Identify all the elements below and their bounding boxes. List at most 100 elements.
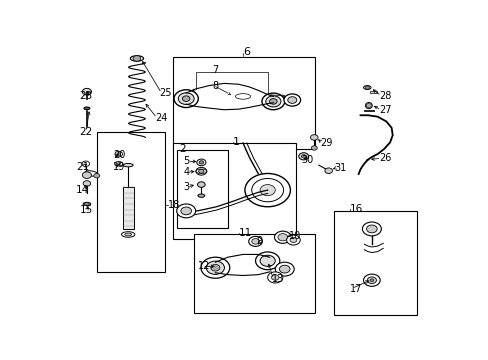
Circle shape — [311, 146, 317, 150]
Text: 16: 16 — [349, 204, 363, 214]
Circle shape — [82, 89, 91, 95]
Text: 6: 6 — [243, 46, 249, 57]
Text: 1: 1 — [233, 136, 240, 147]
Bar — [176, 150, 227, 228]
Text: 30: 30 — [301, 155, 313, 165]
Circle shape — [275, 262, 294, 276]
Text: 13: 13 — [271, 274, 283, 284]
Circle shape — [366, 277, 376, 284]
Circle shape — [196, 167, 206, 175]
Text: 17: 17 — [349, 284, 362, 293]
Circle shape — [301, 155, 305, 158]
Text: 14: 14 — [76, 185, 89, 195]
Circle shape — [274, 231, 290, 243]
Circle shape — [369, 279, 373, 282]
Ellipse shape — [198, 194, 204, 197]
Circle shape — [248, 237, 262, 246]
Circle shape — [83, 181, 90, 186]
Text: 3: 3 — [183, 183, 189, 192]
Circle shape — [262, 93, 284, 110]
Circle shape — [176, 204, 195, 218]
Circle shape — [199, 161, 203, 164]
Circle shape — [265, 96, 280, 107]
Circle shape — [324, 168, 332, 174]
Bar — [193, 234, 314, 314]
Circle shape — [363, 274, 380, 286]
Circle shape — [271, 275, 279, 280]
Circle shape — [289, 238, 296, 243]
Text: 18: 18 — [168, 201, 180, 210]
Ellipse shape — [83, 202, 90, 206]
Circle shape — [210, 264, 220, 271]
Text: 21: 21 — [76, 162, 89, 172]
Ellipse shape — [130, 56, 143, 61]
Circle shape — [255, 252, 279, 270]
Circle shape — [82, 172, 91, 179]
Circle shape — [196, 159, 205, 166]
Text: 10: 10 — [288, 231, 300, 241]
Circle shape — [174, 90, 198, 108]
Bar — [97, 132, 165, 272]
Text: 28: 28 — [379, 91, 391, 101]
Circle shape — [251, 179, 283, 202]
Text: 7: 7 — [211, 64, 218, 75]
Circle shape — [94, 174, 100, 178]
Circle shape — [287, 97, 296, 103]
Circle shape — [298, 153, 308, 160]
Text: 23: 23 — [79, 91, 92, 101]
Circle shape — [115, 151, 122, 157]
Text: 19: 19 — [113, 162, 125, 172]
Ellipse shape — [124, 233, 131, 236]
Ellipse shape — [123, 163, 133, 167]
Text: 2: 2 — [179, 144, 185, 153]
Circle shape — [279, 265, 289, 273]
Circle shape — [267, 272, 282, 283]
Circle shape — [201, 257, 229, 278]
Bar — [173, 57, 314, 149]
Text: 27: 27 — [379, 105, 391, 115]
Circle shape — [181, 207, 191, 215]
Text: 15: 15 — [80, 204, 93, 215]
Circle shape — [277, 234, 287, 241]
Circle shape — [365, 86, 369, 89]
Ellipse shape — [117, 163, 121, 165]
Circle shape — [310, 135, 317, 140]
Text: 8: 8 — [212, 81, 219, 91]
Text: 11: 11 — [239, 228, 252, 238]
Text: 31: 31 — [333, 163, 346, 173]
Circle shape — [133, 56, 141, 61]
Circle shape — [84, 202, 89, 206]
Text: 29: 29 — [320, 138, 332, 148]
Ellipse shape — [365, 103, 371, 109]
Bar — [173, 143, 296, 239]
Circle shape — [366, 104, 371, 108]
Text: 9: 9 — [256, 237, 262, 246]
Bar — [333, 211, 417, 315]
Text: 26: 26 — [379, 153, 391, 163]
Circle shape — [182, 96, 189, 102]
Circle shape — [362, 222, 381, 236]
Circle shape — [269, 99, 277, 104]
Text: 20: 20 — [113, 150, 125, 161]
Circle shape — [178, 93, 194, 104]
Bar — [369, 91, 376, 93]
Circle shape — [260, 185, 275, 196]
Circle shape — [244, 174, 290, 207]
Circle shape — [198, 169, 203, 173]
Circle shape — [366, 225, 376, 233]
Circle shape — [197, 182, 205, 187]
Circle shape — [284, 94, 300, 106]
Ellipse shape — [363, 86, 370, 90]
Text: 25: 25 — [159, 88, 172, 98]
Text: 24: 24 — [155, 113, 167, 123]
Circle shape — [117, 153, 121, 156]
Circle shape — [251, 239, 259, 244]
Text: 5: 5 — [183, 156, 189, 166]
Ellipse shape — [84, 107, 90, 110]
Bar — [122, 187, 134, 229]
Ellipse shape — [85, 171, 98, 176]
Ellipse shape — [114, 162, 122, 166]
Text: 4: 4 — [183, 167, 189, 177]
Text: 12: 12 — [197, 261, 209, 271]
Circle shape — [260, 255, 275, 266]
